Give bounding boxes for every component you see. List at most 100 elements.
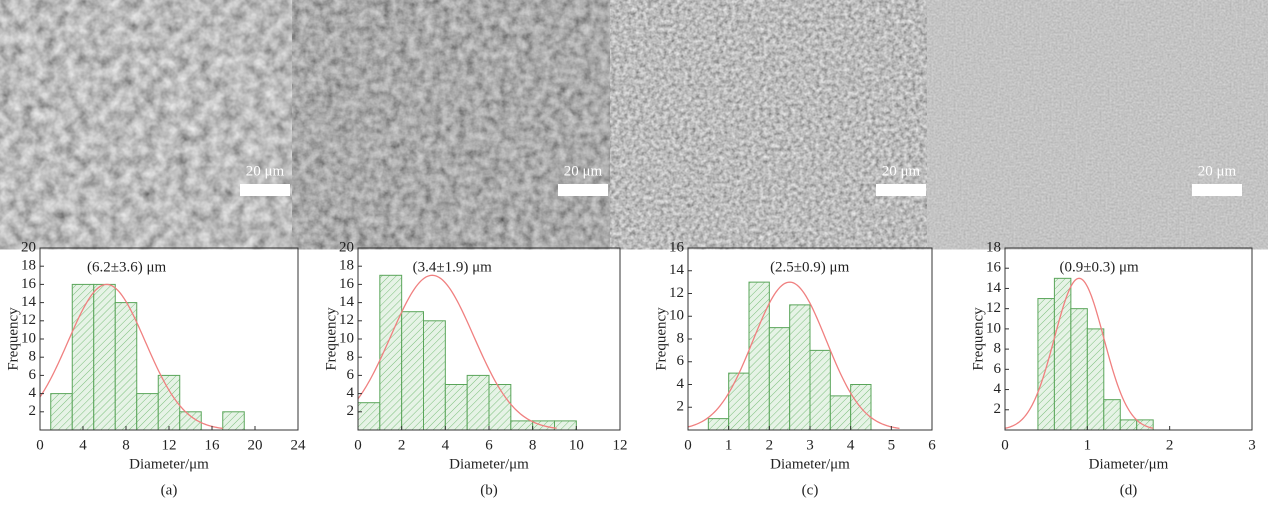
bar xyxy=(157,374,181,431)
y-tick-label: 20 xyxy=(339,239,354,255)
bar xyxy=(114,302,138,431)
y-tick-label: 14 xyxy=(21,294,37,310)
annotation: (0.9±0.3) μm xyxy=(1060,259,1140,275)
y-tick-label: 2 xyxy=(677,399,685,415)
bar xyxy=(829,395,852,431)
bar xyxy=(423,320,446,431)
y-tick-label: 2 xyxy=(29,403,37,419)
y-tick-label: 6 xyxy=(347,367,355,383)
y-tick-label: 12 xyxy=(339,312,354,328)
bar xyxy=(1086,328,1105,431)
x-axis-label: Diameter/μm xyxy=(1089,456,1169,472)
bar xyxy=(728,372,750,431)
bar xyxy=(789,304,811,431)
x-axis-label: Diameter/μm xyxy=(770,456,850,472)
bar xyxy=(554,420,577,431)
y-tick-label: 10 xyxy=(339,330,354,346)
x-tick-label: 4 xyxy=(442,437,450,453)
y-axis-label: Frequency xyxy=(653,307,669,371)
bar xyxy=(707,418,730,431)
scale-bar xyxy=(240,184,290,196)
x-tick-label: 3 xyxy=(1248,437,1256,453)
bar xyxy=(748,281,770,431)
x-tick-label: 2 xyxy=(766,437,774,453)
fit-curve xyxy=(39,283,223,430)
bar xyxy=(50,393,73,431)
y-tick-label: 6 xyxy=(994,361,1002,377)
bar xyxy=(488,384,512,431)
y-tick-label: 12 xyxy=(21,312,36,328)
scale-label: 20 μm xyxy=(1198,163,1237,179)
y-tick-label: 4 xyxy=(347,385,355,401)
plot-frame xyxy=(1004,247,1253,431)
x-tick-label: 20 xyxy=(248,437,263,453)
annotation: (3.4±1.9) μm xyxy=(413,259,493,275)
panel-caption: (c) xyxy=(802,482,819,498)
x-tick-label: 4 xyxy=(79,437,87,453)
y-tick-label: 8 xyxy=(994,341,1002,357)
x-tick-label: 1 xyxy=(725,437,733,453)
x-tick-label: 12 xyxy=(162,437,177,453)
y-tick-label: 2 xyxy=(994,401,1002,417)
y-tick-label: 10 xyxy=(21,330,36,346)
y-tick-label: 14 xyxy=(669,262,685,278)
x-tick-label: 10 xyxy=(569,437,584,453)
y-tick-label: 14 xyxy=(339,294,355,310)
annotation: (2.5±0.9) μm xyxy=(770,259,850,275)
bar xyxy=(136,393,159,431)
x-tick-label: 5 xyxy=(888,437,896,453)
y-tick-label: 20 xyxy=(21,239,36,255)
x-tick-label: 24 xyxy=(291,437,307,453)
panel-caption: (a) xyxy=(161,482,178,498)
y-tick-label: 10 xyxy=(669,308,684,324)
x-tick-label: 2 xyxy=(398,437,406,453)
x-tick-label: 8 xyxy=(122,437,130,453)
y-tick-label: 12 xyxy=(669,285,684,301)
y-tick-label: 2 xyxy=(347,403,355,419)
y-tick-label: 16 xyxy=(21,276,37,292)
y-tick-label: 6 xyxy=(29,367,37,383)
y-axis-label: Frequency xyxy=(970,307,986,371)
scale-label: 20 μm xyxy=(246,163,285,179)
bar xyxy=(1103,399,1121,431)
bar xyxy=(93,283,116,431)
y-tick-label: 18 xyxy=(339,258,354,274)
x-tick-label: 4 xyxy=(847,437,855,453)
y-tick-label: 14 xyxy=(986,280,1002,296)
bar xyxy=(444,384,468,431)
y-tick-label: 16 xyxy=(339,276,355,292)
y-tick-label: 16 xyxy=(986,260,1002,276)
y-tick-label: 10 xyxy=(986,320,1001,336)
y-tick-label: 8 xyxy=(677,330,685,346)
fit-curve xyxy=(687,281,900,430)
y-axis-label: Frequency xyxy=(323,307,339,371)
x-tick-label: 0 xyxy=(36,437,44,453)
bar xyxy=(510,420,534,431)
bar xyxy=(401,311,424,431)
y-axis-label: Frequency xyxy=(5,307,21,371)
panel-caption: (d) xyxy=(1120,482,1138,498)
x-tick-label: 0 xyxy=(1001,437,1009,453)
bar xyxy=(222,411,245,431)
x-tick-label: 1 xyxy=(1084,437,1092,453)
scale-bar xyxy=(876,184,926,196)
fit-curve xyxy=(357,274,557,429)
scale-label: 20 μm xyxy=(564,163,603,179)
bar xyxy=(71,283,95,431)
x-tick-label: 3 xyxy=(806,437,814,453)
x-axis-label: Diameter/μm xyxy=(129,456,209,472)
y-tick-label: 4 xyxy=(994,381,1002,397)
bar xyxy=(768,327,791,431)
bar xyxy=(1037,298,1055,431)
y-tick-label: 6 xyxy=(677,353,685,369)
annotation: (6.2±3.6) μm xyxy=(87,259,167,275)
x-tick-label: 8 xyxy=(529,437,537,453)
x-tick-label: 2 xyxy=(1166,437,1174,453)
scale-label: 20 μm xyxy=(882,163,921,179)
x-tick-label: 16 xyxy=(205,437,221,453)
y-tick-label: 18 xyxy=(21,258,36,274)
y-tick-label: 8 xyxy=(29,349,37,365)
x-tick-label: 6 xyxy=(928,437,936,453)
bar xyxy=(809,349,831,431)
